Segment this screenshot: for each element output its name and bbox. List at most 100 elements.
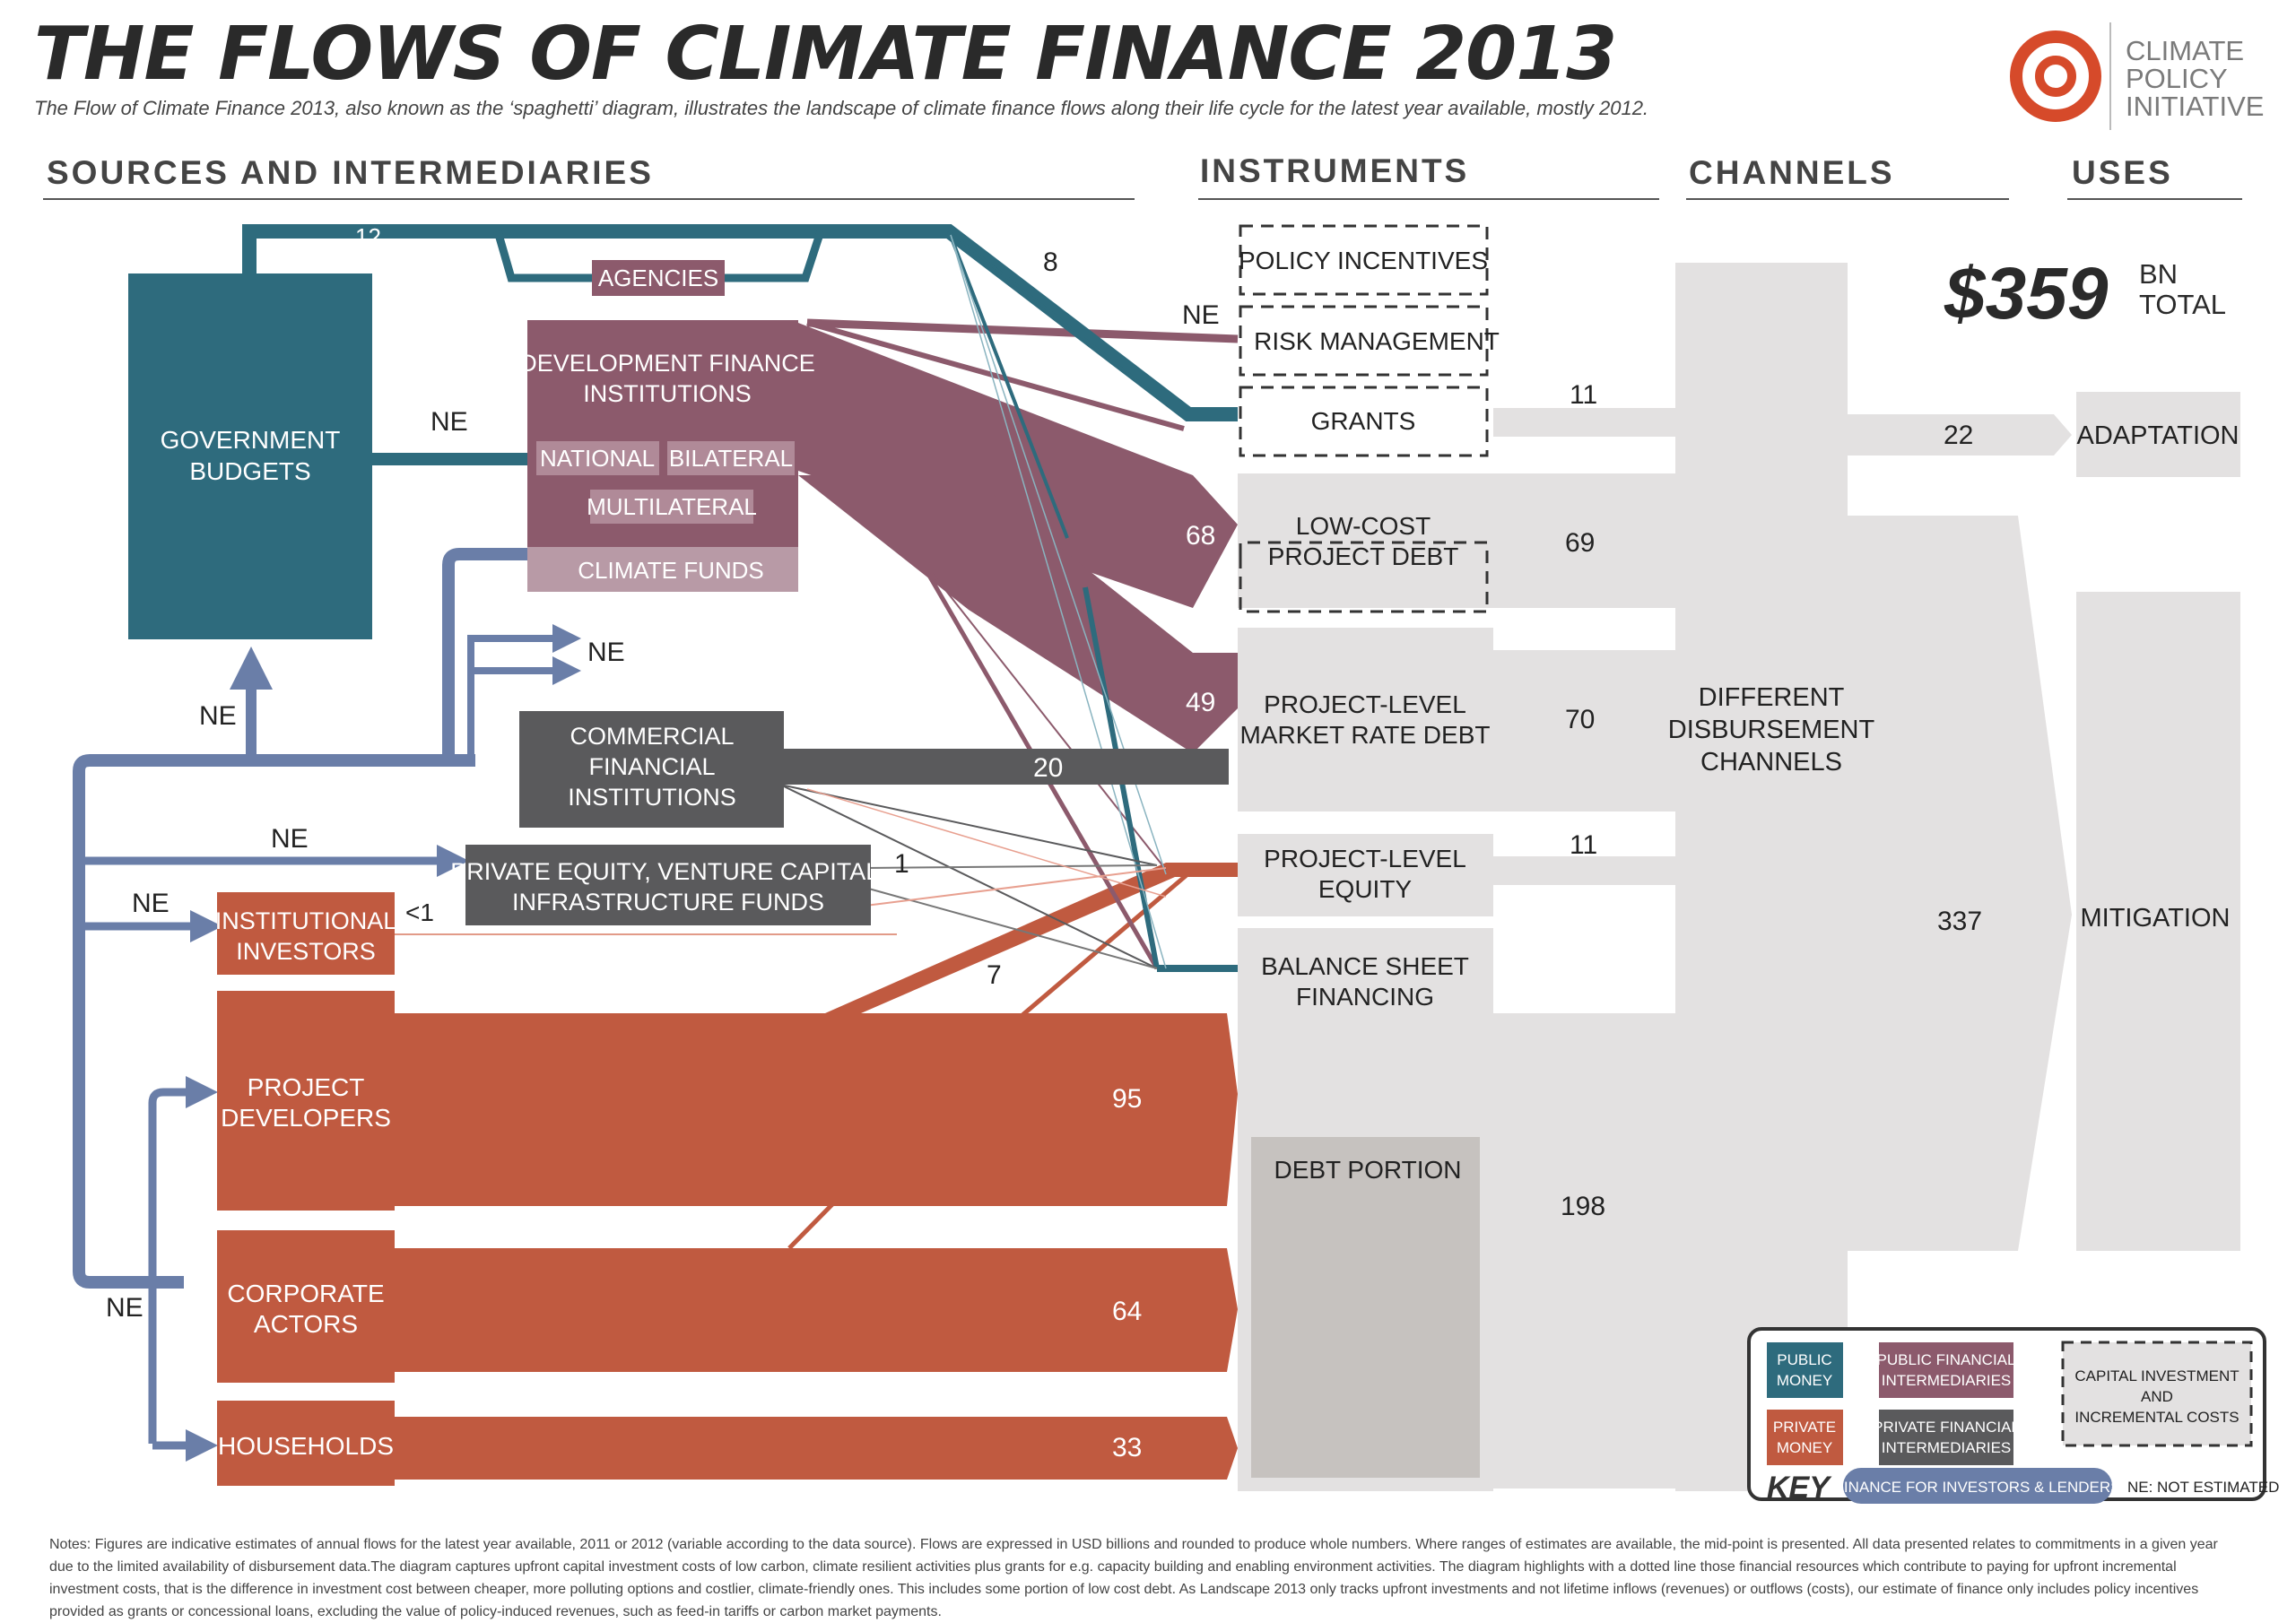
- value-households-ne: NE: [106, 1293, 144, 1323]
- climate-funds-label: CLIMATE FUNDS: [578, 557, 764, 584]
- institutional-label-1: INSTITUTIONAL: [215, 907, 397, 934]
- section-instruments: INSTRUMENTS: [1200, 152, 1469, 189]
- total-value: $359: [1944, 253, 2109, 334]
- institutional-investors-node: [217, 892, 395, 975]
- value-dfi-lowcost: 68: [1186, 521, 1215, 551]
- value-mitigation: 337: [1937, 907, 1982, 936]
- value-project-developers-out: 95: [1112, 1084, 1142, 1114]
- total-figure: $359 BN TOTAL: [1944, 253, 2226, 334]
- corporate-actors-node: [217, 1230, 395, 1383]
- key-private-int-1: PRIVATE FINANCIAL: [1873, 1419, 2020, 1436]
- channels-label-2: DISBURSEMENT: [1668, 716, 1875, 744]
- value-households-out: 33: [1112, 1433, 1142, 1462]
- market-debt-label-2: MARKET RATE DEBT: [1239, 721, 1490, 749]
- value-to-private-equity: NE: [271, 824, 309, 854]
- instruments-column: [1238, 224, 1493, 1491]
- market-debt-box: [1238, 628, 1493, 812]
- value-risk-ne: NE: [1182, 300, 1220, 330]
- public-flows: [242, 224, 1238, 972]
- value-market-channel: 70: [1565, 705, 1595, 734]
- corporate-label-2: ACTORS: [254, 1310, 358, 1338]
- debt-portion-box: [1251, 1137, 1480, 1478]
- climate-funds-node: [527, 547, 798, 592]
- agencies-label: AGENCIES: [598, 265, 718, 291]
- channel-labels: DIFFERENT DISBURSEMENT CHANNELS ADAPTATI…: [1668, 421, 2239, 933]
- market-debt-label-1: PROJECT-LEVEL: [1264, 690, 1466, 718]
- key-ne-note: NE: NOT ESTIMATED: [2127, 1479, 2279, 1496]
- key-public-money-2: MONEY: [1777, 1372, 1832, 1389]
- dfi-label-1: DEVELOPMENT FINANCE: [519, 350, 815, 377]
- lowcost-incremental-box: [1239, 541, 1489, 613]
- risk-management-box: [1239, 305, 1489, 377]
- developers-to-equity-flow: [825, 863, 1238, 1013]
- key-capital-1: CAPITAL INVESTMENT: [2074, 1367, 2239, 1384]
- value-equity-channel: 11: [1570, 830, 1597, 860]
- disbursement-channel-block: [1675, 263, 1848, 1491]
- value-to-equity: 7: [987, 960, 1002, 990]
- balance-sheet-label-2: FINANCING: [1296, 983, 1434, 1011]
- government-label-1: GOVERNMENT: [161, 426, 341, 454]
- commercial-fi-node: [519, 711, 784, 828]
- value-public-grants: 8: [1043, 247, 1058, 277]
- value-dfi-market: 49: [1186, 688, 1215, 717]
- key-capital-2: AND: [2141, 1388, 2173, 1405]
- key-investors-swatch: [1843, 1468, 2112, 1504]
- bilateral-node: [667, 441, 795, 475]
- commercial-label-2: FINANCIAL: [588, 753, 715, 780]
- commercial-label-3: INSTITUTIONS: [568, 784, 736, 811]
- market-channel-bar: [1493, 650, 1677, 812]
- value-gov-dfi: NE: [430, 407, 468, 437]
- private-flows: [390, 863, 1238, 1480]
- government-label-2: BUDGETS: [189, 457, 310, 485]
- channels-area: [1493, 263, 2240, 1491]
- section-channels: CHANNELS: [1689, 154, 1895, 191]
- value-to-commercial: NE: [587, 638, 625, 667]
- institutional-label-2: INVESTORS: [236, 938, 376, 965]
- logo-line-1: CLIMATE: [2126, 35, 2244, 66]
- lowcost-box: [1238, 473, 1493, 608]
- value-adaptation: 22: [1944, 421, 1973, 450]
- national-label: NATIONAL: [540, 445, 655, 472]
- project-developers-flow: [390, 1013, 1238, 1206]
- total-unit-2: TOTAL: [2139, 289, 2226, 320]
- corporate-flow: [390, 1248, 1238, 1372]
- section-uses: USES: [2072, 154, 2173, 191]
- private-equity-label-2: INFRASTRUCTURE FUNDS: [512, 889, 824, 916]
- project-developers-label-1: PROJECT: [248, 1073, 365, 1101]
- multilateral-label: MULTILATERAL: [587, 493, 757, 520]
- value-balance-channel: 198: [1561, 1192, 1605, 1221]
- project-developers-node: [217, 991, 395, 1211]
- project-developers-label-2: DEVELOPERS: [221, 1104, 391, 1132]
- channels-label-1: DIFFERENT: [1699, 683, 1845, 712]
- policy-incentives-box: [1239, 224, 1489, 296]
- key-private-money-2: MONEY: [1777, 1439, 1832, 1456]
- value-grants-channel: 11: [1570, 380, 1597, 410]
- key-public-int-1: PUBLIC FINANCIAL: [1877, 1351, 2016, 1368]
- value-lowcost-channel: 69: [1565, 528, 1595, 558]
- key-private-money-1: PRIVATE: [1773, 1419, 1836, 1436]
- page-subtitle: The Flow of Climate Finance 2013, also k…: [34, 97, 1648, 119]
- total-unit-1: BN: [2139, 258, 2178, 290]
- balance-channel-bar: [1493, 1013, 1677, 1488]
- private-equity-label-1: PRIVATE EQUITY, VENTURE CAPITAL,: [450, 858, 886, 885]
- equity-box: [1238, 834, 1493, 916]
- grants-label: GRANTS: [1311, 407, 1416, 435]
- commercial-to-market-flow: [780, 749, 1229, 785]
- households-label: HOUSEHOLDS: [218, 1432, 394, 1460]
- key-private-intermediaries-swatch: [1879, 1410, 2013, 1465]
- multilateral-node: [590, 490, 753, 524]
- investor-lender-flows: [73, 548, 581, 1462]
- equity-channel-bar: [1493, 856, 1677, 885]
- value-institutional-out: <1: [405, 898, 434, 926]
- government-budgets-node: [128, 273, 372, 639]
- key-public-money-swatch: [1767, 1342, 1843, 1398]
- source-nodes: GOVERNMENT BUDGETS AGENCIES DEVELOPMENT …: [128, 260, 886, 1486]
- dfi-to-market-flow: [798, 475, 1238, 753]
- logo-line-2: POLICY: [2126, 63, 2228, 94]
- private-equity-node: [465, 845, 871, 925]
- lowcost-channel-bar: [1493, 473, 1677, 608]
- key-private-money-swatch: [1767, 1410, 1843, 1465]
- key-public-int-2: INTERMEDIARIES: [1882, 1372, 2012, 1389]
